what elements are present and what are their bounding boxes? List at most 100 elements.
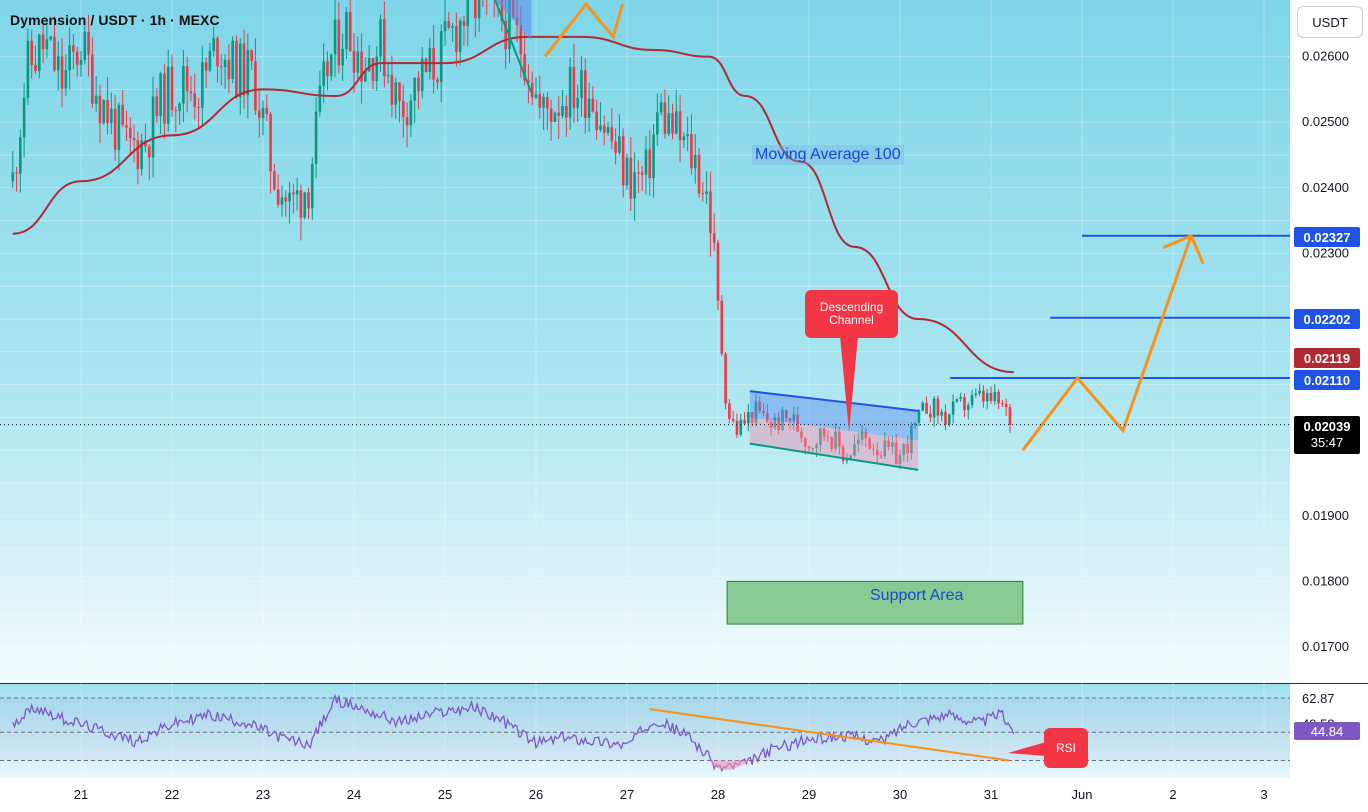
time-axis: 21 22 23 24 25 26 27 28 29 30 31 Jun 2 3 (74, 787, 1268, 802)
candle-body (477, 0, 481, 19)
candle-body (371, 58, 375, 82)
candle-body (860, 431, 864, 440)
candle-body (201, 62, 204, 108)
early-projection-arrow (494, 0, 624, 94)
candle-body (474, 0, 477, 19)
candle-body (428, 47, 432, 73)
candle-body (303, 192, 307, 218)
candle-body (648, 149, 652, 179)
candle-body (724, 353, 727, 404)
candle-body (504, 21, 507, 50)
candle-body (637, 172, 640, 174)
candle-body (929, 413, 932, 418)
candle-body (280, 197, 284, 205)
early-wedge-fill (495, 0, 532, 40)
candle-body (913, 422, 917, 426)
candle-body (788, 418, 792, 422)
candle-body (405, 117, 409, 126)
candle-body (364, 71, 367, 82)
candle-body (822, 428, 826, 437)
symbol-title[interactable]: Dymension / USDT · 1h · MEXC (10, 12, 220, 28)
y-tick-label: 0.02600 (1302, 49, 1349, 64)
candle-body (386, 74, 390, 77)
candle-body (125, 125, 128, 128)
candle-body (887, 440, 890, 448)
candle-body (314, 111, 318, 165)
y-tick-label: 0.02500 (1302, 114, 1349, 129)
candle-body (565, 105, 568, 118)
candle-body (951, 401, 955, 415)
candle-body (697, 155, 701, 194)
candle-body (568, 66, 572, 118)
candle-body (633, 172, 636, 199)
candle-body (269, 114, 272, 172)
candle-body (883, 440, 887, 457)
candle-body (254, 61, 257, 111)
candle-body (261, 107, 265, 119)
candle-body (993, 391, 997, 401)
candle-body (667, 113, 671, 134)
candle-body (231, 40, 234, 79)
candle-body (982, 390, 985, 402)
candle-body (394, 82, 398, 105)
candle-body (223, 59, 227, 68)
channel-upper-fill (749, 391, 919, 441)
x-tick-label: 28 (711, 787, 725, 802)
y-tick-label: 0.02300 (1302, 245, 1349, 260)
candle-body (219, 66, 223, 68)
candle-body (292, 192, 295, 195)
target-level-lines (950, 234, 1290, 380)
candle-body (53, 36, 56, 71)
candle-body (872, 448, 875, 450)
x-tick-label: 29 (802, 787, 816, 802)
currency-selector[interactable]: USDT (1297, 6, 1363, 38)
rsi-value-label: 44.84 (1294, 722, 1360, 740)
early-projection-line (543, 1, 624, 58)
y-tick-label: 0.02400 (1302, 180, 1349, 195)
candle-body (56, 56, 60, 71)
x-tick-label: 3 (1260, 787, 1267, 802)
candle-body (250, 50, 253, 62)
time-axis-background (0, 778, 1290, 812)
candle-body (966, 405, 970, 411)
candle-body (534, 94, 538, 98)
candle-body (546, 96, 549, 109)
candle-body (853, 444, 856, 456)
candle-body (318, 85, 322, 112)
candle-body (606, 126, 610, 133)
candle-body (238, 43, 242, 98)
support-area-label: Support Area (870, 587, 964, 604)
candle-body (674, 111, 678, 134)
candle-body (500, 0, 504, 22)
descending-channel (749, 390, 919, 471)
candle-body (826, 436, 830, 438)
candle-body (26, 40, 30, 98)
candle-body (879, 455, 883, 457)
candle-body (841, 446, 845, 461)
candle-body (333, 19, 337, 55)
candle-body (614, 141, 617, 153)
candle-body (91, 54, 94, 104)
candle-body (792, 414, 796, 422)
candle-body (329, 54, 333, 77)
candle-body (106, 100, 109, 124)
candle-body (227, 59, 231, 79)
candle-body (455, 26, 458, 52)
ma-price-label: 0.02119 (1294, 348, 1360, 368)
rsi-callout: RSI (1044, 728, 1088, 768)
candle-body (216, 38, 219, 67)
candle-body (602, 125, 606, 133)
candle-body (310, 164, 314, 209)
candle-body (894, 442, 898, 465)
x-tick-label: 23 (256, 787, 270, 802)
candle-body (155, 96, 159, 116)
candle-body (743, 419, 746, 424)
candle-body (947, 414, 951, 425)
candle-body (19, 137, 22, 174)
candle-body (784, 409, 788, 419)
candle-body (41, 34, 45, 50)
candle-body (276, 189, 280, 205)
candle-body (439, 31, 443, 83)
channel-upper-line (749, 390, 919, 412)
